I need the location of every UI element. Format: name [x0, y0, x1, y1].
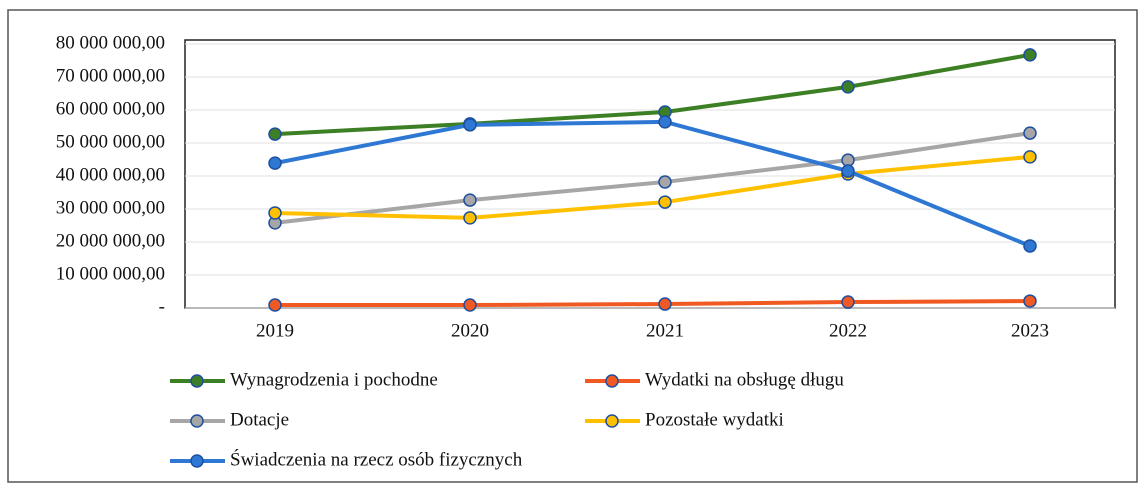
data-point — [658, 115, 672, 129]
data-point — [1023, 150, 1037, 164]
x-tick-label: 2023 — [1011, 320, 1049, 341]
x-tick-label: 2021 — [646, 320, 684, 341]
legend-label: Wydatki na obsługę długu — [645, 369, 844, 390]
data-point — [463, 211, 477, 225]
y-tick-label: 30 000 000,00 — [56, 197, 165, 218]
legend-marker — [605, 414, 619, 428]
data-point — [463, 193, 477, 207]
x-tick-label: 2022 — [829, 320, 867, 341]
data-point — [841, 164, 855, 178]
y-tick-label: 70 000 000,00 — [56, 65, 165, 86]
y-tick-label: 60 000 000,00 — [56, 98, 165, 119]
legend-label: Wynagrodzenia i pochodne — [230, 369, 438, 390]
data-point — [1023, 48, 1037, 62]
legend-marker — [190, 414, 204, 428]
y-tick-label: 10 000 000,00 — [56, 263, 165, 284]
data-point — [841, 295, 855, 309]
data-point — [1023, 294, 1037, 308]
legend-marker — [605, 374, 619, 388]
y-tick-label: 50 000 000,00 — [56, 131, 165, 152]
data-point — [268, 127, 282, 141]
y-tick-label: 80 000 000,00 — [56, 32, 165, 53]
data-point — [658, 297, 672, 311]
legend-label: Pozostałe wydatki — [645, 409, 784, 430]
y-tick-label: 20 000 000,00 — [56, 230, 165, 251]
data-point — [1023, 239, 1037, 253]
y-tick-label: 40 000 000,00 — [56, 164, 165, 185]
data-point — [658, 175, 672, 189]
data-point — [658, 195, 672, 209]
data-point — [463, 298, 477, 312]
data-point — [841, 80, 855, 94]
data-point — [268, 298, 282, 312]
legend-label: Dotacje — [230, 409, 289, 430]
series-line — [275, 299, 1031, 308]
data-point — [1023, 126, 1037, 140]
frame — [7, 9, 1138, 483]
y-tick-label: - — [159, 296, 165, 317]
data-point — [268, 206, 282, 220]
legend-marker — [190, 374, 204, 388]
plot-frame — [184, 39, 1116, 309]
data-point — [268, 156, 282, 170]
x-tick-label: 2020 — [451, 320, 489, 341]
legend-label: Świadczenia na rzecz osób fizycznych — [230, 448, 523, 470]
data-point — [463, 118, 477, 132]
x-tick-label: 2019 — [256, 320, 294, 341]
legend-marker — [190, 454, 204, 468]
